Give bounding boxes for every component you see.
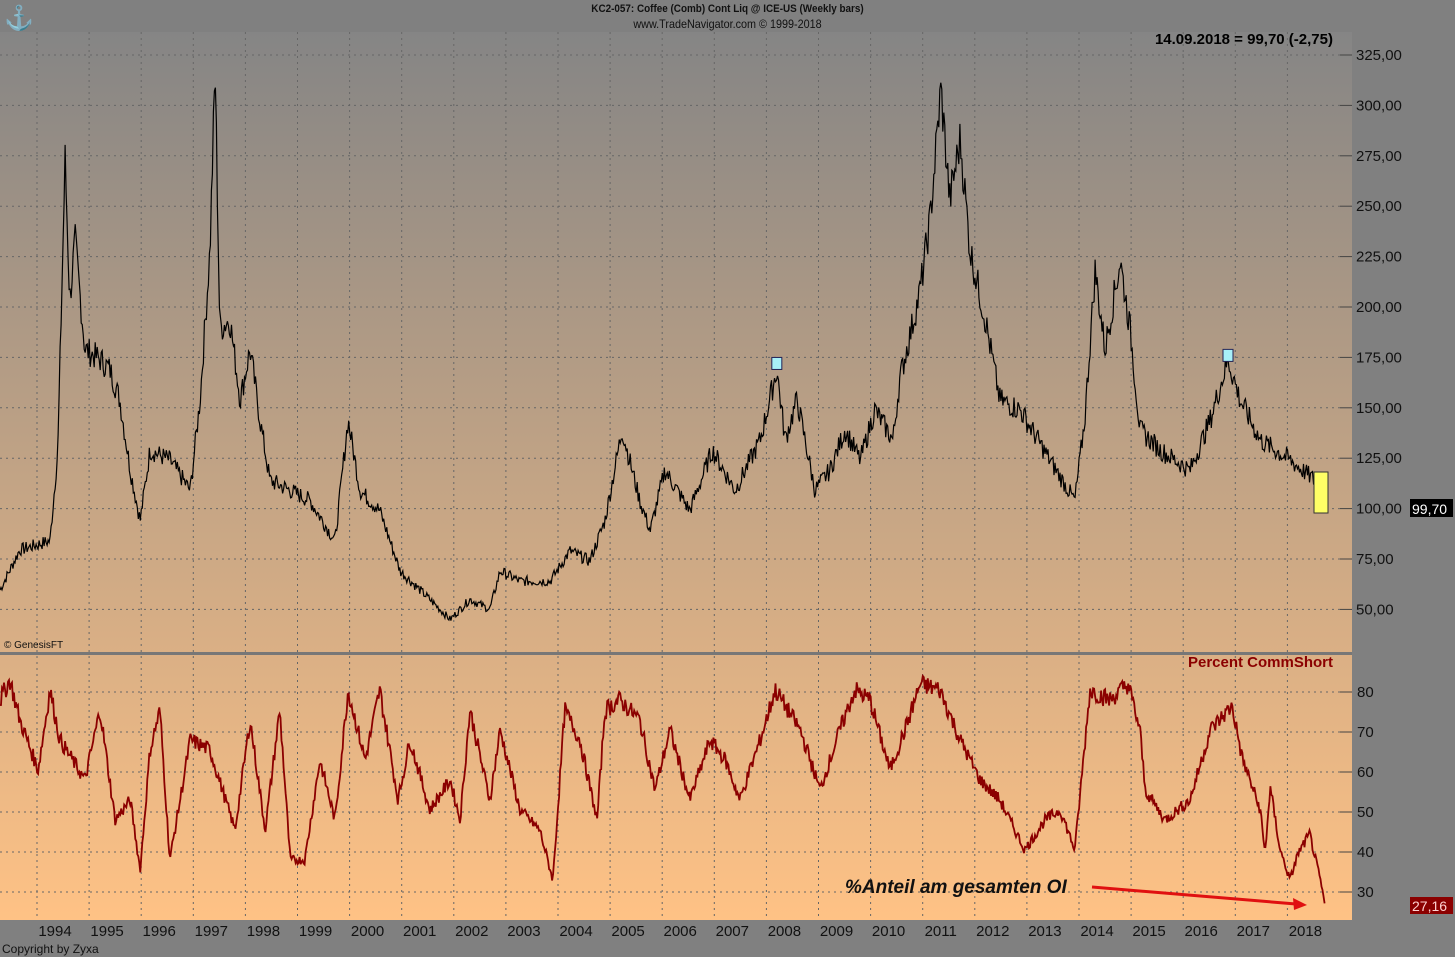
indicator-tick-label: 60 bbox=[1357, 764, 1374, 781]
price-tick-label: 250,00 bbox=[1356, 198, 1402, 215]
x-tick-label: 1995 bbox=[90, 923, 123, 940]
price-tick-label: 125,00 bbox=[1356, 450, 1402, 467]
x-tick-label: 2009 bbox=[820, 923, 853, 940]
price-tick-label: 150,00 bbox=[1356, 400, 1402, 417]
x-tick-label: 1999 bbox=[299, 923, 332, 940]
indicator-tick-label: 30 bbox=[1357, 884, 1374, 901]
x-tick-label: 2013 bbox=[1028, 923, 1061, 940]
arrow-head-icon bbox=[1293, 898, 1307, 910]
indicator-title: Percent CommShort bbox=[1187, 654, 1333, 671]
last-indicator-label: 27,16 bbox=[1412, 898, 1447, 914]
x-tick-label: 1994 bbox=[38, 923, 71, 940]
x-tick-label: 2006 bbox=[664, 923, 697, 940]
x-tick-label: 2010 bbox=[872, 923, 905, 940]
x-tick-label: 2005 bbox=[611, 923, 644, 940]
indicator-tick-label: 80 bbox=[1357, 684, 1374, 701]
annotation-text: %Anteil am gesamten OI bbox=[845, 877, 1067, 898]
price-tick-label: 225,00 bbox=[1356, 249, 1402, 266]
chart-title: KC2-057: Coffee (Comb) Cont Liq @ ICE-US… bbox=[591, 3, 864, 15]
x-tick-label: 1998 bbox=[247, 923, 280, 940]
x-tick-label: 2014 bbox=[1080, 923, 1113, 940]
signal-marker bbox=[1222, 348, 1234, 362]
price-tick-label: 75,00 bbox=[1356, 551, 1394, 568]
price-tick-label: 325,00 bbox=[1356, 47, 1402, 64]
annotation-arrow bbox=[1091, 885, 1297, 906]
indicator-tick-label: 70 bbox=[1357, 724, 1374, 741]
price-tick-label: 50,00 bbox=[1356, 601, 1394, 618]
x-tick-label: 2001 bbox=[403, 923, 436, 940]
x-tick-label: 2003 bbox=[507, 923, 540, 940]
last-indicator-box bbox=[1410, 897, 1453, 914]
indicator-line bbox=[0, 673, 1326, 904]
indicator-tick-label: 40 bbox=[1357, 844, 1374, 861]
panel-separator bbox=[0, 652, 1352, 655]
price-tick-label: 200,00 bbox=[1356, 299, 1402, 316]
x-tick-label: 2002 bbox=[455, 923, 488, 940]
signal-marker bbox=[771, 356, 783, 370]
plot-background bbox=[0, 32, 1352, 920]
x-tick-label: 2012 bbox=[976, 923, 1009, 940]
x-tick-label: 2008 bbox=[768, 923, 801, 940]
x-tick-label: 1997 bbox=[195, 923, 228, 940]
indicator-panel: 27,16 bbox=[0, 673, 1453, 914]
x-tick-label: 2011 bbox=[925, 923, 957, 940]
x-tick-label: 2017 bbox=[1237, 923, 1270, 940]
data-source-label: © GenesisFT bbox=[4, 640, 64, 651]
axes: 1994 1995 1996 1997 1998 1999 2000 2001 2002 2003… bbox=[38, 47, 1402, 940]
x-tick-label: 2018 bbox=[1289, 923, 1322, 940]
price-panel: 99,70 bbox=[0, 82, 1453, 622]
anchor-logo-icon: ⚓ bbox=[4, 5, 34, 32]
x-tick-label: 2004 bbox=[559, 923, 592, 940]
copyright-label: Copyright by Zyxa bbox=[2, 942, 99, 956]
price-line bbox=[0, 82, 1326, 622]
chart-subtitle: www.TradeNavigator.com © 1999-2018 bbox=[633, 17, 822, 31]
x-tick-label: 2016 bbox=[1185, 923, 1218, 940]
indicator-tick-label: 50 bbox=[1357, 804, 1374, 821]
last-price-label: 99,70 bbox=[1412, 501, 1447, 517]
x-tick-label: 2000 bbox=[351, 923, 384, 940]
x-tick-label: 1996 bbox=[143, 923, 176, 940]
x-tick-label: 2007 bbox=[716, 923, 749, 940]
highlight-box bbox=[1313, 471, 1329, 514]
price-tick-label: 300,00 bbox=[1356, 97, 1402, 114]
price-tick-label: 275,00 bbox=[1356, 148, 1402, 165]
last-price-box bbox=[1410, 499, 1453, 517]
gridlines bbox=[0, 32, 1340, 920]
price-readout: 14.09.2018 = 99,70 (-2,75) bbox=[1154, 31, 1333, 48]
price-tick-label: 100,00 bbox=[1356, 501, 1402, 518]
price-tick-label: 175,00 bbox=[1356, 349, 1402, 366]
x-tick-label: 2015 bbox=[1132, 923, 1165, 940]
